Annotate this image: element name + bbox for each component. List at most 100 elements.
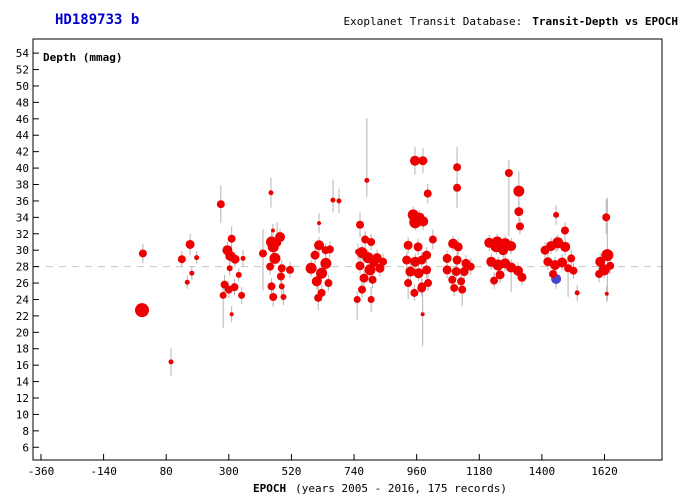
data-point — [604, 291, 609, 296]
data-point — [184, 279, 190, 285]
data-point — [269, 252, 281, 264]
data-point — [355, 261, 365, 271]
data-point — [453, 183, 462, 192]
data-point — [314, 240, 325, 251]
x-tick-label: 80 — [160, 465, 173, 478]
data-point — [219, 291, 227, 299]
data-point — [418, 216, 429, 227]
data-point — [451, 267, 461, 277]
data-point — [229, 312, 234, 317]
data-point — [504, 169, 513, 178]
data-point — [404, 279, 413, 288]
y-tick-label: 20 — [16, 326, 29, 339]
x-tick-label: 1400 — [529, 465, 556, 478]
data-point — [227, 234, 236, 243]
y-tick-label: 32 — [16, 228, 29, 241]
data-point — [466, 262, 475, 271]
data-point — [353, 295, 361, 303]
data-point — [330, 197, 336, 203]
data-point — [448, 275, 457, 284]
data-point — [364, 264, 376, 276]
data-point — [317, 221, 322, 226]
data-point — [453, 163, 462, 172]
data-point — [457, 277, 466, 286]
y-tick-label: 40 — [16, 162, 29, 175]
data-point — [424, 279, 433, 288]
y-tick-label: 16 — [16, 359, 29, 372]
data-point — [418, 156, 428, 166]
data-point — [368, 256, 379, 267]
database-label: Exoplanet Transit Database: — [343, 15, 523, 28]
data-point — [498, 245, 509, 256]
data-point — [314, 293, 323, 302]
x-tick-label: 960 — [407, 465, 427, 478]
y-axis-label: Depth (mmag) — [43, 51, 123, 64]
data-point — [574, 290, 580, 296]
x-axis-note: (years 2005 - 2016, 175 records) — [295, 482, 508, 495]
y-tick-label: 54 — [16, 47, 30, 60]
data-point — [310, 250, 320, 260]
data-point — [276, 272, 285, 281]
data-point — [417, 255, 427, 265]
data-point — [413, 268, 424, 279]
data-point — [177, 255, 186, 264]
y-tick-label: 12 — [16, 392, 29, 405]
data-point — [567, 254, 576, 263]
data-point — [410, 288, 419, 297]
data-point — [553, 211, 560, 218]
x-axis-label: EPOCH — [253, 482, 287, 495]
data-point — [367, 295, 375, 303]
data-point — [601, 249, 614, 262]
data-point — [422, 265, 432, 275]
data-point — [258, 249, 267, 258]
x-tick-label: 1180 — [466, 465, 493, 478]
object-name-link[interactable]: HD189733 b — [55, 12, 140, 28]
data-point — [402, 255, 412, 265]
y-tick-label: 38 — [16, 179, 29, 192]
data-point — [324, 279, 333, 288]
data-point — [226, 265, 233, 272]
data-point — [417, 283, 427, 293]
data-point — [459, 267, 469, 277]
data-point — [495, 270, 505, 280]
data-point — [595, 270, 604, 279]
data-point — [277, 264, 286, 273]
data-point — [320, 257, 332, 269]
data-point — [168, 359, 174, 365]
data-point — [420, 312, 425, 317]
y-tick-label: 28 — [16, 261, 29, 274]
data-point — [185, 239, 195, 249]
data-point — [194, 255, 200, 261]
data-point — [458, 285, 467, 294]
data-point — [606, 261, 615, 270]
data-point — [450, 283, 459, 292]
data-point — [267, 282, 276, 291]
data-point — [286, 265, 295, 274]
data-point — [506, 241, 517, 252]
data-point — [356, 220, 365, 229]
data-point — [280, 294, 287, 301]
data-point — [278, 283, 285, 290]
data-point — [311, 276, 322, 287]
data-point — [138, 249, 147, 258]
data-point — [238, 291, 246, 299]
data-point — [189, 270, 195, 276]
data-point — [452, 255, 462, 265]
y-tick-label: 14 — [16, 376, 30, 389]
data-point — [413, 242, 423, 252]
data-point — [368, 275, 377, 284]
y-tick-label: 34 — [16, 211, 30, 224]
data-point — [358, 285, 367, 294]
data-point — [405, 266, 416, 277]
y-tick-label: 22 — [16, 310, 29, 323]
y-tick-label: 6 — [22, 441, 29, 454]
x-tick-label: 300 — [219, 465, 239, 478]
data-point — [514, 207, 524, 217]
data-point — [602, 213, 611, 222]
data-point — [517, 272, 527, 282]
plot-border — [32, 38, 663, 461]
data-point — [409, 216, 422, 229]
data-point — [515, 222, 524, 231]
y-tick-label: 18 — [16, 343, 29, 356]
